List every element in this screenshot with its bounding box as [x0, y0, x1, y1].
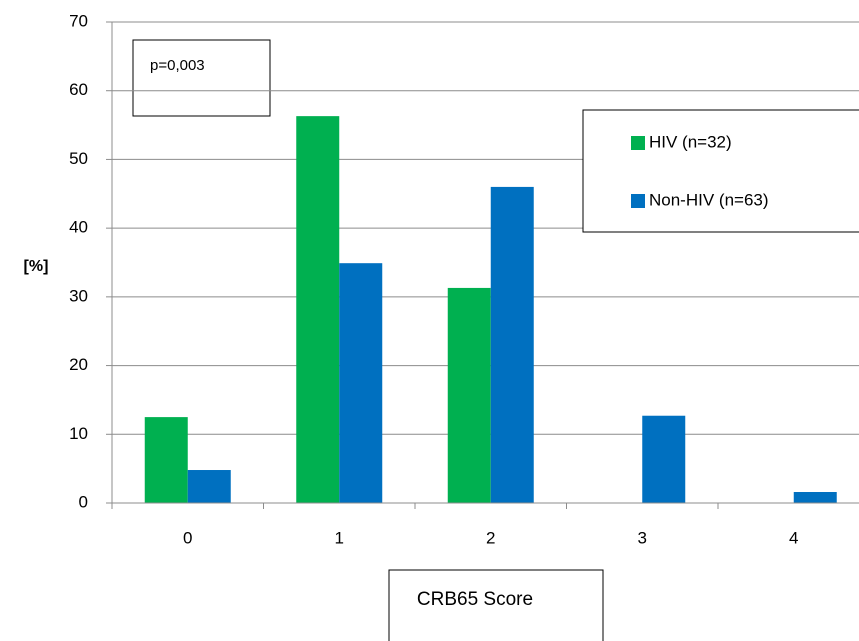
y-tick-label: 0: [79, 492, 88, 511]
bar: [144, 417, 188, 503]
x-tick-label: 2: [486, 528, 495, 547]
x-tick-label: 3: [638, 528, 647, 547]
y-tick-label: 60: [69, 80, 88, 99]
bar: [339, 263, 383, 503]
legend-swatch: [631, 194, 645, 208]
x-tick-label: 1: [335, 528, 344, 547]
annotation-box: [132, 39, 271, 117]
y-axis-label: [%]: [24, 258, 49, 275]
y-tick-label: 40: [69, 218, 88, 237]
legend-box: [582, 109, 859, 233]
bar: [642, 415, 686, 503]
legend-label: Non-HIV (n=63): [649, 190, 769, 209]
x-tick-label: 0: [183, 528, 192, 547]
y-tick-label: 70: [69, 11, 88, 30]
x-axis-label: CRB65 Score: [417, 589, 533, 610]
y-tick-label: 10: [69, 424, 88, 443]
x-label-box: [388, 569, 604, 641]
annotation: p=0,003: [150, 57, 205, 74]
bar: [490, 186, 534, 503]
legend-label: HIV (n=32): [649, 132, 732, 151]
bar: [447, 287, 491, 503]
bar: [793, 492, 837, 503]
x-tick-label: 4: [789, 528, 798, 547]
bar: [296, 116, 340, 503]
y-tick-label: 30: [69, 286, 88, 305]
bar: [187, 470, 231, 503]
legend-swatch: [631, 136, 645, 150]
y-tick-label: 20: [69, 355, 88, 374]
y-tick-label: 50: [69, 149, 88, 168]
